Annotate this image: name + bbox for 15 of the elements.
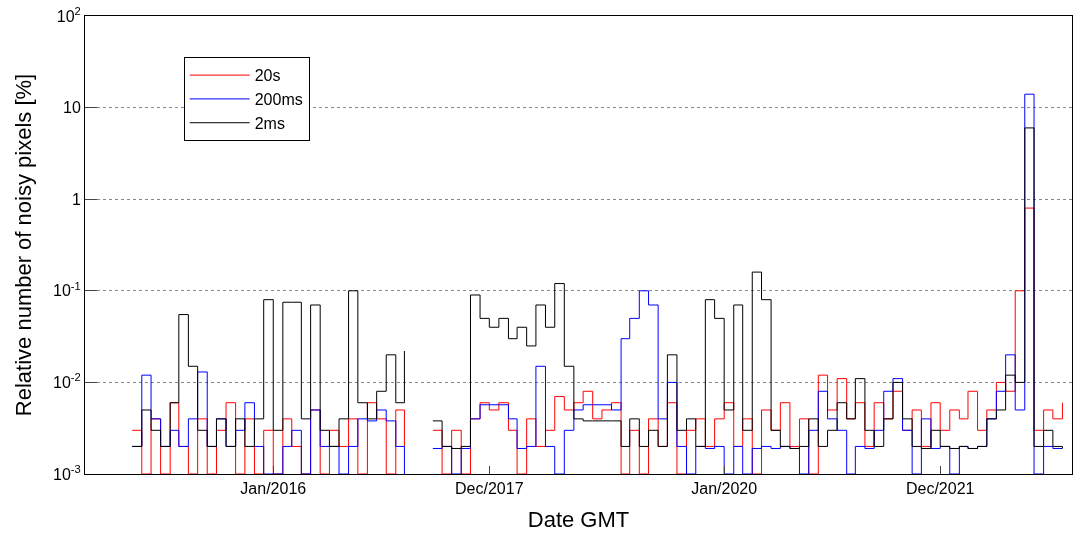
- y-tick-label: 1: [71, 190, 81, 208]
- x-tick-label: Jan/2020: [691, 480, 758, 498]
- x-axis-title: Date GMT: [527, 507, 630, 533]
- x-tick-label: Dec/2021: [905, 480, 975, 498]
- y-tick-label: 10$^{-2}$: [53, 371, 81, 391]
- y-tick-label: 10: [63, 99, 81, 117]
- y-tick-label: 10$^{-1}$: [53, 279, 81, 300]
- y-axis-title: Relative number of noisy pixels [%]: [10, 73, 36, 417]
- y-tick-label: 10$^{2}$: [56, 4, 81, 25]
- legend-label: 200ms: [254, 91, 303, 109]
- y-tick-label: 10$^{-3}$: [53, 462, 81, 483]
- x-tick-label: Jan/2016: [240, 480, 307, 498]
- legend-label: 20s: [254, 67, 281, 85]
- x-tick-label: Dec/2017: [455, 480, 524, 498]
- legend-label: 2ms: [254, 114, 285, 132]
